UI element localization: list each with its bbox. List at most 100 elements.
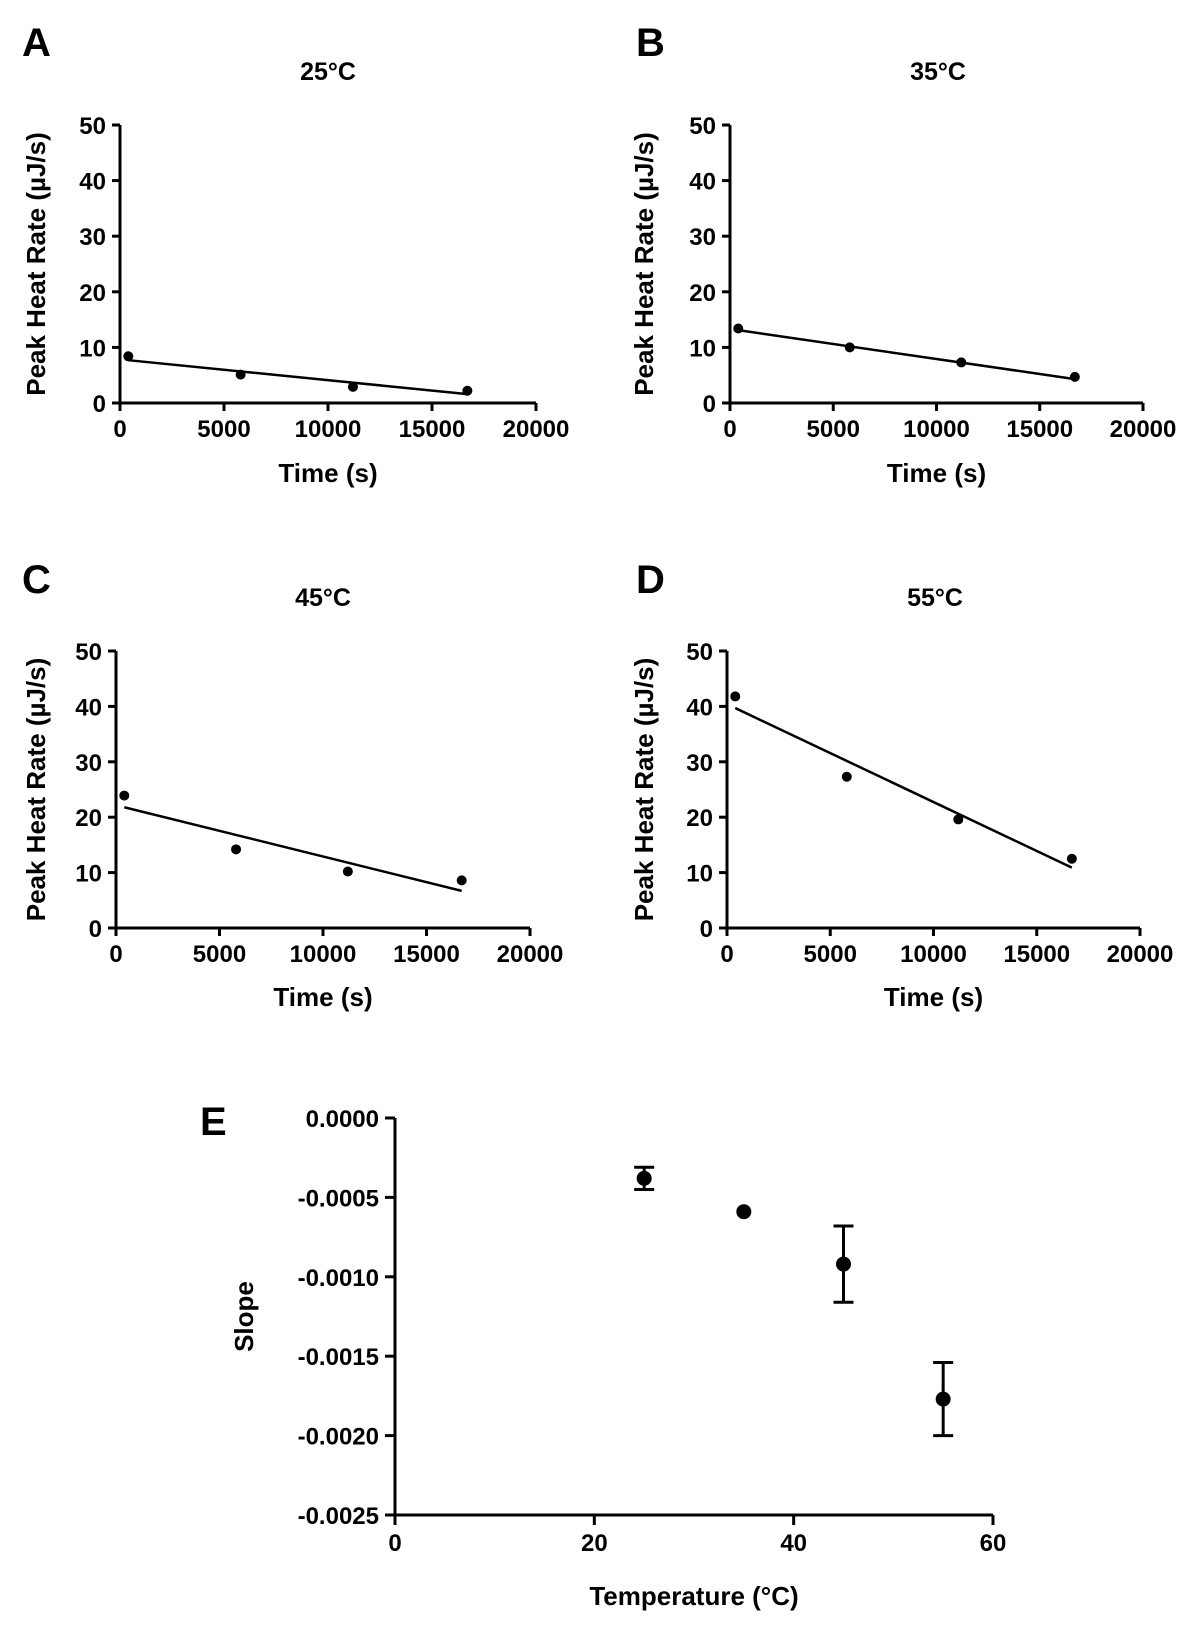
panel-letter: C <box>22 558 51 602</box>
data-point <box>956 357 967 368</box>
data-point <box>841 771 852 782</box>
panel-title: 55°C <box>907 584 963 612</box>
y-tick-label: 0 <box>703 391 716 418</box>
x-tick-label: 5000 <box>804 941 857 968</box>
y-tick-label: -0.0020 <box>298 1424 379 1451</box>
x-axis-title: Time (s) <box>278 458 377 488</box>
fit-line <box>738 328 1076 381</box>
x-tick-label: 60 <box>980 1530 1007 1557</box>
y-axis-title: Peak Heat Rate (µJ/s) <box>21 658 51 922</box>
panel-letter: E <box>200 1100 227 1144</box>
fit-line <box>123 806 462 893</box>
data-point <box>730 691 741 702</box>
y-axis-title: Slope <box>229 1281 259 1352</box>
y-tick-label: -0.0025 <box>298 1503 379 1530</box>
panel-b: B 35°C 0 5000 10000 15000 20000 0 10 20 30 40 50 Time… <box>629 21 1176 488</box>
x-tick-label: 10000 <box>903 416 970 443</box>
data-point <box>235 369 246 380</box>
panel-e: E 0 20 40 60 0.0000 -0.0005 -0.0010 -0.0015 -0.00… <box>200 1100 1006 1611</box>
panel-letter: A <box>22 21 51 65</box>
y-tick-label: 10 <box>75 861 102 888</box>
data-point <box>462 385 473 396</box>
y-tick-label: 40 <box>686 694 713 721</box>
x-tick-label: 15000 <box>1006 416 1073 443</box>
x-tick-label: 0 <box>388 1530 401 1557</box>
y-tick-label: 30 <box>686 750 713 777</box>
panel-a: A 25°C 0 5000 10000 15000 20000 0 10 20 30 40 50 Time… <box>21 21 569 488</box>
x-tick-label: 5000 <box>193 941 246 968</box>
y-tick-label: 50 <box>79 113 106 140</box>
y-tick-label: 10 <box>686 861 713 888</box>
data-point <box>1066 853 1077 864</box>
y-tick-label: 50 <box>686 639 713 666</box>
data-point <box>342 866 353 877</box>
y-tick-label: 0 <box>700 916 713 943</box>
y-tick-label: 20 <box>689 280 716 307</box>
data-point <box>636 1170 652 1186</box>
data-point <box>456 875 467 886</box>
y-axis-title: Peak Heat Rate (µJ/s) <box>629 132 659 396</box>
data-point <box>1069 371 1080 382</box>
panel-title: 45°C <box>295 584 351 612</box>
y-tick-label: 20 <box>686 805 713 832</box>
data-point <box>836 1256 851 1272</box>
y-tick-label: 10 <box>689 335 716 362</box>
x-tick-label: 15000 <box>393 941 460 968</box>
x-axis-title: Temperature (°C) <box>589 1581 798 1611</box>
y-tick-label: 40 <box>75 694 102 721</box>
panel-d: D 55°C 0 5000 10000 15000 20000 0 10 20 30 40 50 Time… <box>629 558 1173 1012</box>
x-tick-label: 0 <box>109 941 122 968</box>
panel-title: 35°C <box>910 58 966 86</box>
data-point <box>844 342 855 353</box>
y-tick-label: 40 <box>79 169 106 196</box>
panel-letter: D <box>636 558 665 602</box>
panel-letter: B <box>636 21 665 65</box>
x-tick-label: 10000 <box>290 941 357 968</box>
data-point <box>347 381 358 392</box>
y-axis-title: Peak Heat Rate (µJ/s) <box>21 132 51 396</box>
x-tick-label: 20 <box>581 1530 608 1557</box>
y-tick-label: -0.0015 <box>298 1344 379 1371</box>
y-tick-label: 40 <box>689 169 716 196</box>
x-axis-title: Time (s) <box>273 982 372 1012</box>
y-tick-label: 0 <box>89 916 102 943</box>
y-tick-label: 0 <box>93 391 106 418</box>
fit-line <box>128 358 468 396</box>
y-tick-label: 50 <box>75 639 102 666</box>
x-axis-title: Time (s) <box>884 982 983 1012</box>
x-tick-label: 20000 <box>497 941 564 968</box>
x-tick-label: 15000 <box>399 416 466 443</box>
x-axis-title: Time (s) <box>887 458 986 488</box>
y-tick-label: 0.0000 <box>306 1106 379 1133</box>
y-tick-label: 30 <box>689 224 716 251</box>
y-tick-label: 30 <box>79 224 106 251</box>
x-tick-label: 5000 <box>197 416 250 443</box>
data-point <box>733 323 744 334</box>
x-tick-label: 10000 <box>900 941 967 968</box>
x-tick-label: 20000 <box>503 416 570 443</box>
panel-c: C 45°C 0 5000 10000 15000 20000 0 10 20 30 40 50 Time… <box>21 558 563 1012</box>
y-tick-label: -0.0010 <box>298 1265 379 1292</box>
y-tick-label: 30 <box>75 750 102 777</box>
x-tick-label: 40 <box>780 1530 807 1557</box>
data-point <box>231 844 242 855</box>
x-tick-label: 0 <box>720 941 733 968</box>
data-point <box>935 1391 951 1407</box>
x-tick-label: 20000 <box>1110 416 1177 443</box>
data-point <box>119 790 130 801</box>
y-tick-label: 10 <box>79 335 106 362</box>
x-tick-label: 15000 <box>1003 941 1070 968</box>
y-tick-label: -0.0005 <box>298 1185 379 1212</box>
y-tick-label: 50 <box>689 113 716 140</box>
data-point <box>953 814 964 825</box>
x-tick-label: 0 <box>113 416 126 443</box>
x-tick-label: 10000 <box>295 416 362 443</box>
y-axis-title: Peak Heat Rate (µJ/s) <box>629 658 659 922</box>
data-point <box>736 1204 752 1220</box>
x-tick-label: 0 <box>723 416 736 443</box>
x-tick-label: 20000 <box>1107 941 1174 968</box>
panel-title: 25°C <box>300 58 356 86</box>
x-tick-label: 5000 <box>807 416 860 443</box>
y-tick-label: 20 <box>79 280 106 307</box>
y-tick-label: 20 <box>75 805 102 832</box>
